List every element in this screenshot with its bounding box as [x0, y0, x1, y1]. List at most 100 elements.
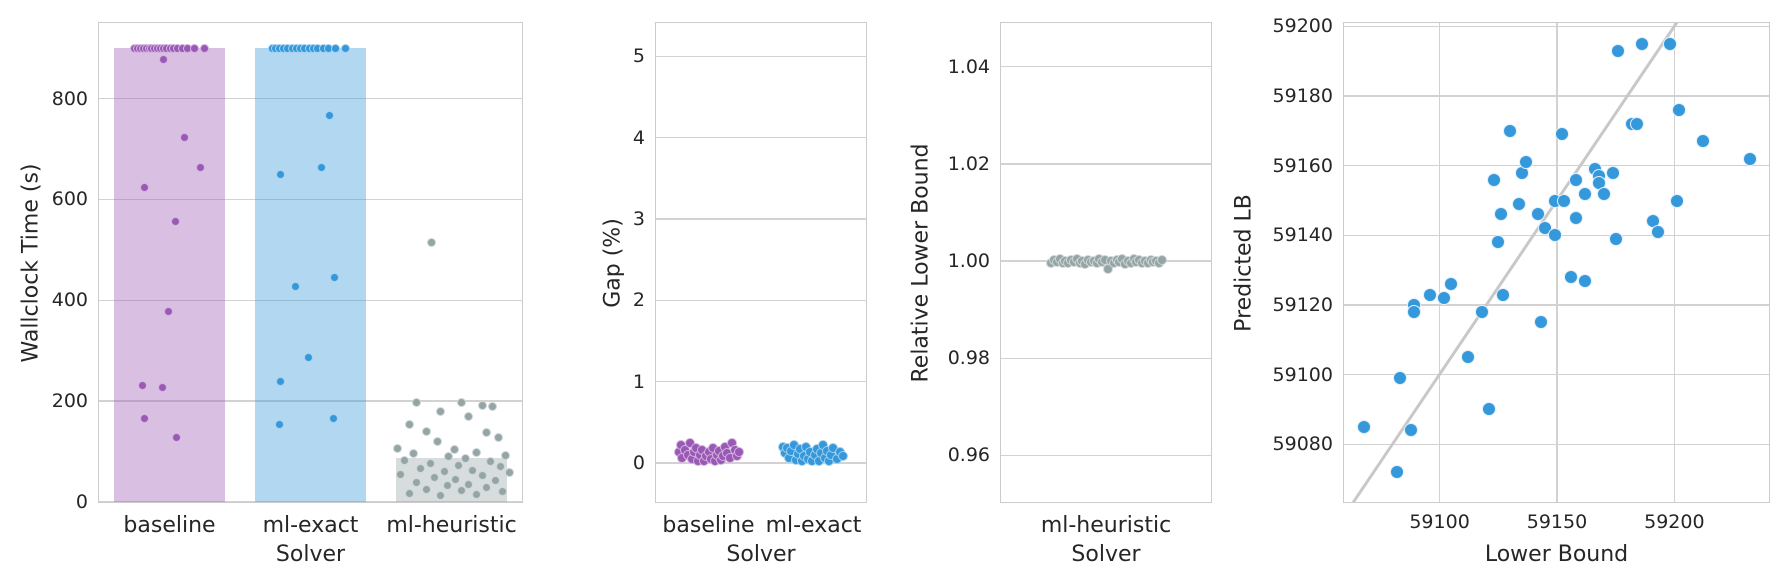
data-point: [341, 43, 351, 53]
data-point: [138, 381, 148, 391]
gridline: [656, 462, 866, 464]
data-point: [490, 476, 500, 486]
data-point: [463, 411, 473, 421]
gridline: [99, 501, 522, 502]
data-point: [442, 481, 452, 491]
scatter-point: [1669, 193, 1684, 208]
gridline: [1438, 23, 1441, 502]
y-axis-label: Wallclock Time (s): [18, 162, 44, 363]
gridline: [656, 218, 866, 220]
x-axis-label: Solver: [275, 542, 346, 567]
category-label-baseline: baseline: [123, 513, 216, 538]
scatter-point: [1495, 287, 1510, 302]
y-tick-label: 4: [632, 126, 645, 149]
y-tick-label: 59080: [1272, 433, 1333, 456]
data-point: [425, 459, 435, 469]
data-point: [456, 398, 466, 408]
data-point: [140, 182, 150, 192]
data-point: [421, 484, 431, 494]
gap-percent-chart: 0 1 2 3 4 5 baseline ml-exact Solver Gap (%): [601, 22, 867, 567]
data-point: [463, 479, 473, 489]
scatter-point: [1662, 36, 1677, 51]
x-tick-label: 59150: [1526, 511, 1588, 533]
scatter-point: [1608, 231, 1623, 246]
scatter-point: [1742, 151, 1757, 166]
data-point: [504, 468, 514, 478]
data-point: [482, 427, 492, 437]
plot-area: [656, 23, 866, 502]
scatter-point: [1357, 419, 1372, 434]
data-point: [421, 426, 431, 436]
y-tick-label: 1.00: [947, 250, 990, 273]
scatter-point: [1474, 304, 1489, 319]
y-tick-label: 200: [51, 390, 88, 413]
data-point: [482, 483, 492, 493]
scatter-point: [1533, 315, 1548, 330]
data-point: [303, 353, 313, 363]
data-point: [472, 490, 482, 500]
scatter-point: [1578, 186, 1593, 201]
category-label-ml-exact: ml-exact: [262, 513, 359, 538]
scatter-point: [1503, 123, 1517, 138]
data-point: [171, 216, 181, 226]
scatter-point: [1444, 277, 1459, 292]
scatter-point: [1564, 270, 1579, 285]
plot-area: [1001, 23, 1211, 502]
data-point: [393, 443, 403, 453]
data-point: [435, 491, 445, 501]
category-label-ml-exact: ml-exact: [765, 513, 862, 538]
x-axis-label: Solver: [1071, 542, 1141, 567]
data-point: [432, 437, 442, 447]
gridline: [656, 55, 866, 58]
data-point: [404, 419, 414, 429]
data-point: [290, 282, 300, 292]
data-point: [159, 55, 169, 65]
gridline: [656, 136, 866, 139]
scatter-point: [1568, 210, 1583, 225]
data-point: [454, 461, 464, 471]
gridline: [1001, 163, 1211, 165]
scatter-point: [1531, 207, 1546, 222]
data-point: [329, 272, 339, 282]
data-point: [199, 43, 209, 53]
data-point: [449, 445, 459, 455]
scatter-point: [1547, 228, 1562, 243]
data-point: [451, 474, 461, 484]
scatter-point: [1512, 197, 1527, 212]
relative-lower-bound-chart: 0.96 0.98 1.00 1.02 1.04 ml-heuristic Solver Re…: [909, 22, 1212, 567]
data-point: [275, 420, 285, 430]
data-point: [276, 170, 286, 180]
y-tick-label: 0: [75, 491, 88, 513]
scatter-point: [1554, 127, 1569, 142]
data-point: [468, 465, 478, 475]
x-tick-label: 59100: [1409, 511, 1470, 533]
y-tick-label: 0.96: [947, 444, 990, 467]
scatter-point: [1578, 273, 1593, 288]
category-label-ml-heuristic: ml-heuristic: [386, 513, 517, 538]
scatter-point: [1557, 193, 1571, 208]
data-point: [172, 433, 182, 443]
gridline: [656, 380, 866, 383]
y-tick-label: 0: [632, 451, 645, 474]
scatter-point: [1486, 172, 1501, 187]
gridline: [1001, 66, 1211, 68]
gridline: [656, 299, 866, 301]
data-point: [435, 406, 445, 416]
y-tick-label: 1: [632, 370, 645, 393]
y-tick-label: 59120: [1272, 293, 1333, 316]
data-point: [493, 432, 503, 442]
scatter-point: [1493, 207, 1508, 222]
scatter-point: [1695, 134, 1710, 149]
data-point: [195, 162, 205, 172]
scatter-point: [1568, 172, 1583, 187]
data-point: [427, 237, 437, 247]
scatter-point: [1481, 402, 1496, 417]
y-tick-label: 600: [51, 188, 88, 211]
y-tick-label: 59160: [1272, 154, 1333, 177]
y-tick-label: 800: [51, 87, 88, 110]
data-point: [487, 401, 497, 411]
data-point: [496, 462, 506, 472]
y-tick-label: 1.02: [947, 152, 990, 175]
scatter-point: [1406, 304, 1421, 319]
